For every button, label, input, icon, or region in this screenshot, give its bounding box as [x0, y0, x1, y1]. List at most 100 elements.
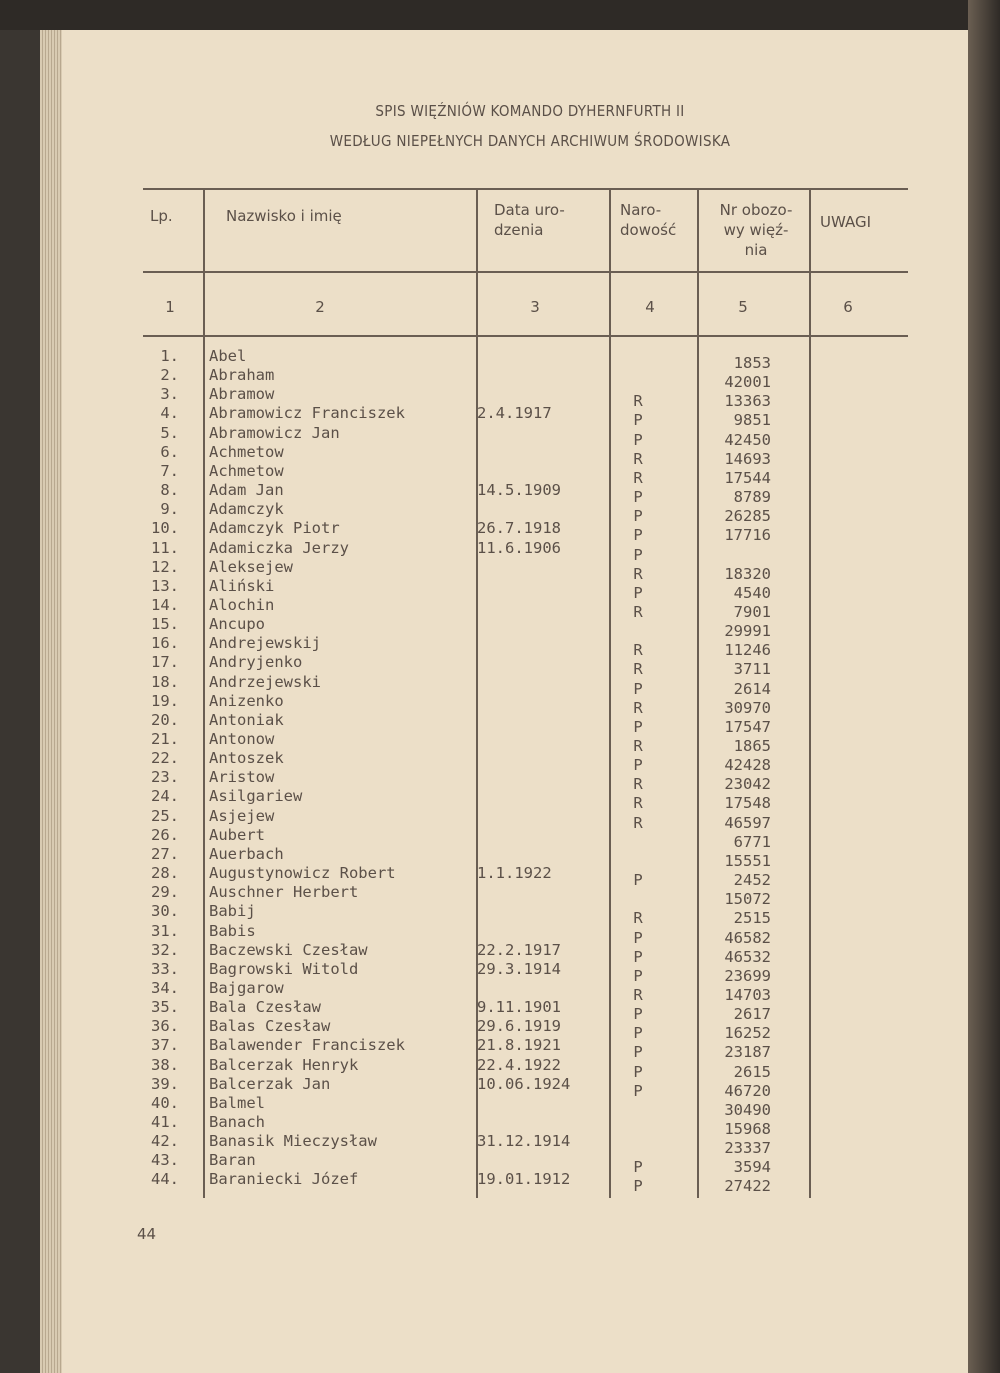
camp-number: 7901: [733, 602, 771, 621]
row-number: 13.: [151, 576, 179, 595]
row-number: 18.: [151, 672, 179, 691]
camp-number: 23042: [724, 775, 771, 794]
camp-number: 18320: [724, 564, 771, 583]
prisoner-name: Adam Jan: [209, 481, 284, 500]
row-number: 21.: [151, 730, 179, 748]
nationality: P: [633, 488, 643, 507]
nationality: R: [633, 775, 643, 794]
nationality: P: [633, 717, 643, 736]
row-number: 42.: [151, 1132, 179, 1151]
nationality: P: [633, 871, 643, 890]
row-number: 44.: [151, 1170, 179, 1189]
row-number: 8.: [160, 481, 179, 500]
prisoner-name: Balawender Franciszek: [209, 1036, 405, 1055]
prisoner-name: Andrzejewski: [209, 672, 321, 691]
nationality: P: [633, 1081, 643, 1100]
prisoner-name: Bajgarow: [209, 978, 284, 997]
camp-number: 15968: [724, 1120, 771, 1138]
nationality: P: [633, 947, 643, 966]
row-number: 26.: [151, 825, 179, 844]
prisoner-name: Aristow: [209, 768, 275, 787]
camp-number: 8789: [733, 488, 771, 507]
camp-number: 2515: [733, 909, 771, 928]
row-number: 9.: [160, 500, 179, 519]
prisoner-name: Augustynowicz Robert: [209, 864, 396, 883]
camp-number: 46597: [724, 813, 771, 832]
row-number: 3.: [160, 385, 179, 404]
row-number: 12.: [151, 557, 179, 576]
camp-number: 23337: [724, 1139, 771, 1158]
nationality: R: [633, 392, 643, 411]
nationality: P: [633, 756, 643, 775]
prisoner-name: Ancupo: [209, 615, 265, 634]
nationality: R: [633, 660, 643, 679]
camp-number: 2452: [733, 871, 771, 890]
row-number: 10.: [151, 519, 179, 538]
prisoner-name: Balcerzak Jan: [209, 1074, 331, 1093]
nationality: P: [633, 411, 643, 430]
nationality: P: [633, 583, 643, 602]
nationality: R: [633, 813, 643, 832]
prisoner-name: Baczewski Czesław: [209, 940, 368, 959]
row-number: 29.: [151, 883, 179, 902]
camp-number: 42450: [724, 430, 771, 449]
row-number: 25.: [151, 806, 179, 825]
nationality: P: [633, 928, 643, 947]
header-remarks: UWAGI: [820, 213, 872, 231]
camp-number: 29991: [724, 622, 771, 641]
prisoner-name: Achmetow: [209, 442, 284, 461]
prisoner-name: Balmel: [209, 1093, 265, 1112]
nationality: P: [633, 507, 643, 526]
page-number: 44: [137, 1225, 157, 1243]
row-number: 7.: [160, 461, 179, 480]
nationality: R: [633, 985, 643, 1004]
camp-number: 15551: [724, 851, 771, 870]
birth-date: 19.01.1912: [477, 1170, 571, 1189]
birth-date: 22.4.1922: [477, 1055, 561, 1074]
nationality: P: [633, 430, 643, 449]
birth-date: 11.6.1906: [477, 538, 561, 557]
header-rule: [143, 271, 908, 273]
nationality: P: [633, 545, 643, 564]
header-birthdate: Data uro- dzenia: [494, 201, 565, 239]
prisoner-name: Antonow: [209, 730, 275, 748]
birth-date: 31.12.1914: [477, 1132, 571, 1151]
nationality: R: [633, 909, 643, 928]
prisoner-name: Adamczyk Piotr: [209, 519, 340, 538]
nationality: R: [633, 641, 643, 660]
header-camp-number: Nr obozo- wy więź- nia: [719, 201, 793, 259]
camp-number: 16252: [724, 1024, 771, 1043]
nationality: R: [633, 794, 643, 813]
prisoner-name: Anizenko: [209, 691, 284, 710]
prisoner-name: Auschner Herbert: [209, 883, 359, 902]
camp-number: 3711: [733, 660, 771, 679]
birth-date: 26.7.1918: [477, 519, 561, 538]
title-line-2: WEDŁUG NIEPEŁNYCH DANYCH ARCHIWUM ŚRODOW…: [329, 132, 731, 150]
birth-date: 9.11.1901: [477, 998, 561, 1017]
nationality: R: [633, 564, 643, 583]
prisoner-name: Adamiczka Jerzy: [209, 538, 349, 557]
nationality: P: [633, 1177, 643, 1196]
binding-shadow: [968, 0, 1000, 1373]
row-number: 15.: [151, 615, 179, 634]
prisoner-name: Banasik Mieczysław: [209, 1132, 377, 1151]
camp-number: 1865: [733, 737, 771, 755]
row-number: 40.: [151, 1093, 179, 1112]
header-lp: Lp.: [150, 207, 173, 225]
prisoner-name: Aliński: [209, 576, 275, 595]
prisoner-name: Abel: [209, 347, 247, 365]
camp-number: 4540: [733, 583, 771, 602]
row-number: 24.: [151, 787, 179, 806]
nationality: P: [633, 1005, 643, 1024]
column-divider: [697, 188, 699, 1198]
row-number: 33.: [151, 959, 179, 978]
nationality: R: [633, 698, 643, 717]
camp-number: 42428: [724, 756, 771, 775]
column-number: 3: [530, 298, 540, 316]
camp-number: 46532: [724, 947, 771, 966]
row-number: 31.: [151, 921, 179, 940]
prisoner-name: Andryjenko: [209, 653, 303, 672]
camp-number: 9851: [733, 411, 771, 430]
nationality: R: [633, 602, 643, 621]
camp-number: 42001: [724, 373, 771, 392]
